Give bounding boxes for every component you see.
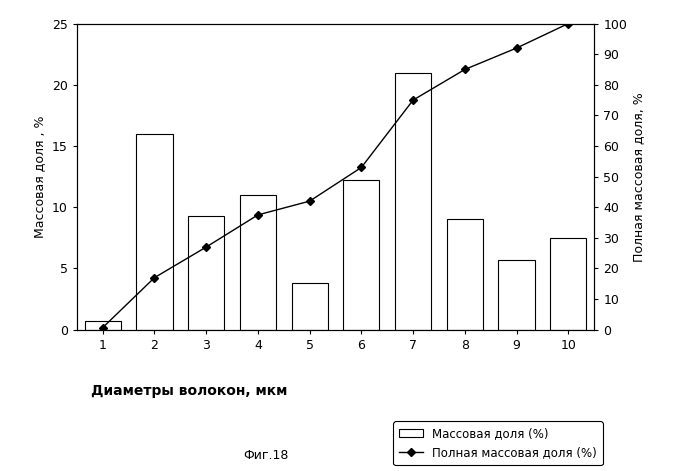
Bar	[85, 321, 121, 330]
Bar	[498, 260, 535, 330]
Bar	[447, 219, 483, 330]
Text: Диаметры волокон, мкм: Диаметры волокон, мкм	[91, 384, 287, 398]
Bar	[550, 238, 586, 330]
Y-axis label: Массовая доля , %: Массовая доля , %	[34, 115, 46, 238]
Legend: Массовая доля (%), Полная массовая доля (%): Массовая доля (%), Полная массовая доля …	[393, 422, 603, 465]
Bar	[343, 180, 380, 330]
Bar	[395, 73, 431, 330]
Bar	[136, 134, 173, 330]
Bar	[291, 283, 328, 330]
Bar	[240, 195, 276, 330]
Text: Фиг.18: Фиг.18	[243, 448, 288, 462]
Bar	[188, 216, 224, 330]
Y-axis label: Полная массовая доля, %: Полная массовая доля, %	[633, 92, 646, 261]
